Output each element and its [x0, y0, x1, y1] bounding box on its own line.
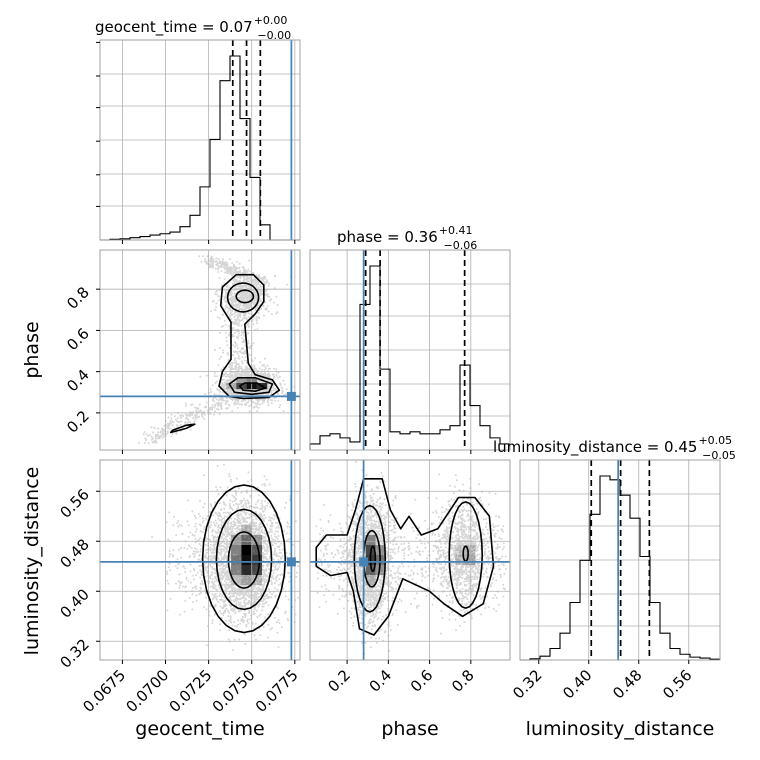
- truth-marker: [286, 391, 296, 401]
- tick-label-phase-y: 0.4: [63, 366, 93, 396]
- tick-label-luminosity-distance: 0.40: [559, 666, 595, 702]
- panel-frame: [309, 459, 511, 661]
- contour-phase-distance-mid: [353, 504, 387, 613]
- contour-phase-distance-core: [369, 545, 377, 573]
- density-cell: [251, 555, 263, 565]
- tick-label-luminosity-distance: 0.32: [509, 666, 545, 702]
- tick-label-geocent-time: 0.0775: [252, 666, 302, 716]
- truth-marker: [359, 557, 369, 567]
- tick-label-luminosity-distance-y: 0.40: [56, 585, 92, 621]
- histogram-geocent_time: [100, 55, 300, 241]
- title-geocent-time: geocent_time = 0.07+0.00 −0.00: [95, 14, 291, 42]
- xlabel-luminosity-distance: luminosity_distance: [526, 718, 715, 740]
- xlabel-phase: phase: [381, 718, 438, 740]
- histogram-layer: [100, 40, 720, 661]
- scatter-phase-vs-distance: [315, 461, 507, 655]
- density-cell: [231, 565, 242, 575]
- tick-label-luminosity-distance-y: 0.32: [56, 635, 92, 671]
- density-cell: [241, 545, 252, 555]
- tick-label-geocent-time: 0.0725: [166, 666, 216, 716]
- contour-phase-distance-outer: [315, 478, 495, 636]
- ylabel-luminosity-distance: luminosity_distance: [21, 467, 43, 656]
- contour-layer: [169, 273, 495, 636]
- contour-geocent-phase-upper-inner: [235, 289, 255, 304]
- density-cell: [365, 575, 376, 585]
- tick-label-luminosity-distance: 0.48: [609, 666, 645, 702]
- panel-frame: [99, 39, 301, 241]
- truth-lines-layer: [100, 40, 619, 660]
- histogram-phase: [309, 265, 510, 450]
- scatter-geocent-vs-phase: [137, 254, 296, 445]
- tick-label-phase: 0.2: [324, 666, 354, 696]
- density-cell: [251, 575, 263, 585]
- density-cell: [231, 555, 242, 565]
- density-cell: [251, 545, 263, 555]
- density-cell: [241, 535, 252, 545]
- density-cell: [236, 378, 247, 383]
- contour-phase-distance-right-inner: [462, 545, 469, 563]
- contour-geocent-phase-upper: [226, 282, 260, 313]
- density-cell: [241, 565, 252, 575]
- tick-label-luminosity-distance: 0.56: [659, 666, 695, 702]
- tick-label-luminosity-distance-y: 0.48: [56, 535, 92, 571]
- density-cell: [241, 525, 252, 535]
- truth-marker: [286, 557, 296, 567]
- contour-geocent-distance-mid: [215, 508, 273, 611]
- tick-label-phase-y: 0.6: [63, 325, 93, 355]
- density-cell: [455, 545, 466, 555]
- xlabel-geocent-time: geocent_time: [135, 718, 264, 740]
- title-phase: phase = 0.36+0.41 −0.06: [337, 224, 477, 252]
- tick-label-phase-y: 0.8: [63, 283, 93, 313]
- density-cell: [231, 535, 242, 545]
- contour-geocent-phase-inner: [238, 382, 267, 392]
- ylabel-phase: phase: [21, 321, 43, 378]
- contour-geocent-phase-tail: [169, 423, 196, 434]
- contour-geocent-phase-outer: [218, 273, 281, 400]
- tick-label-geocent-time: 0.0700: [122, 666, 172, 716]
- density-cell: [375, 545, 386, 555]
- tick-label-phase: 0.8: [448, 666, 478, 696]
- panel-frame: [309, 249, 511, 451]
- contour-phase-distance-right: [448, 501, 483, 609]
- density-cell: [455, 555, 466, 565]
- density-cell: [241, 575, 252, 585]
- title-luminosity-distance: luminosity_distance = 0.45+0.05 −0.05: [493, 434, 736, 462]
- panel-frame: [99, 459, 301, 661]
- density-cell: [251, 565, 263, 575]
- density-cell: [365, 565, 376, 575]
- tick-label-luminosity-distance-y: 0.56: [56, 485, 92, 521]
- tick-label-phase: 0.4: [366, 666, 396, 696]
- density-cell: [375, 565, 386, 575]
- contour-geocent-distance-outer: [201, 484, 287, 634]
- density-cell: [251, 535, 263, 545]
- grid-layer: [100, 40, 720, 660]
- density-cell: [465, 555, 476, 565]
- density-cell: [365, 535, 376, 545]
- density-cell: [231, 575, 242, 585]
- panel-frame: [99, 249, 301, 451]
- density-cell: [465, 545, 476, 555]
- density-cell: [236, 382, 247, 390]
- scatter-points-layer: [137, 254, 507, 655]
- panel-frame: [519, 459, 721, 661]
- density-cell: [241, 555, 252, 565]
- contour-geocent-phase-mid: [228, 377, 274, 396]
- histogram-luminosity_distance: [520, 475, 720, 661]
- contour-geocent-distance-inner: [227, 531, 261, 589]
- tick-label-geocent-time: 0.0750: [209, 666, 259, 716]
- tick-label-phase-y: 0.2: [63, 407, 93, 437]
- tick-label-phase: 0.6: [407, 666, 437, 696]
- tick-label-geocent-time: 0.0675: [79, 666, 129, 716]
- density-cell: [231, 545, 242, 555]
